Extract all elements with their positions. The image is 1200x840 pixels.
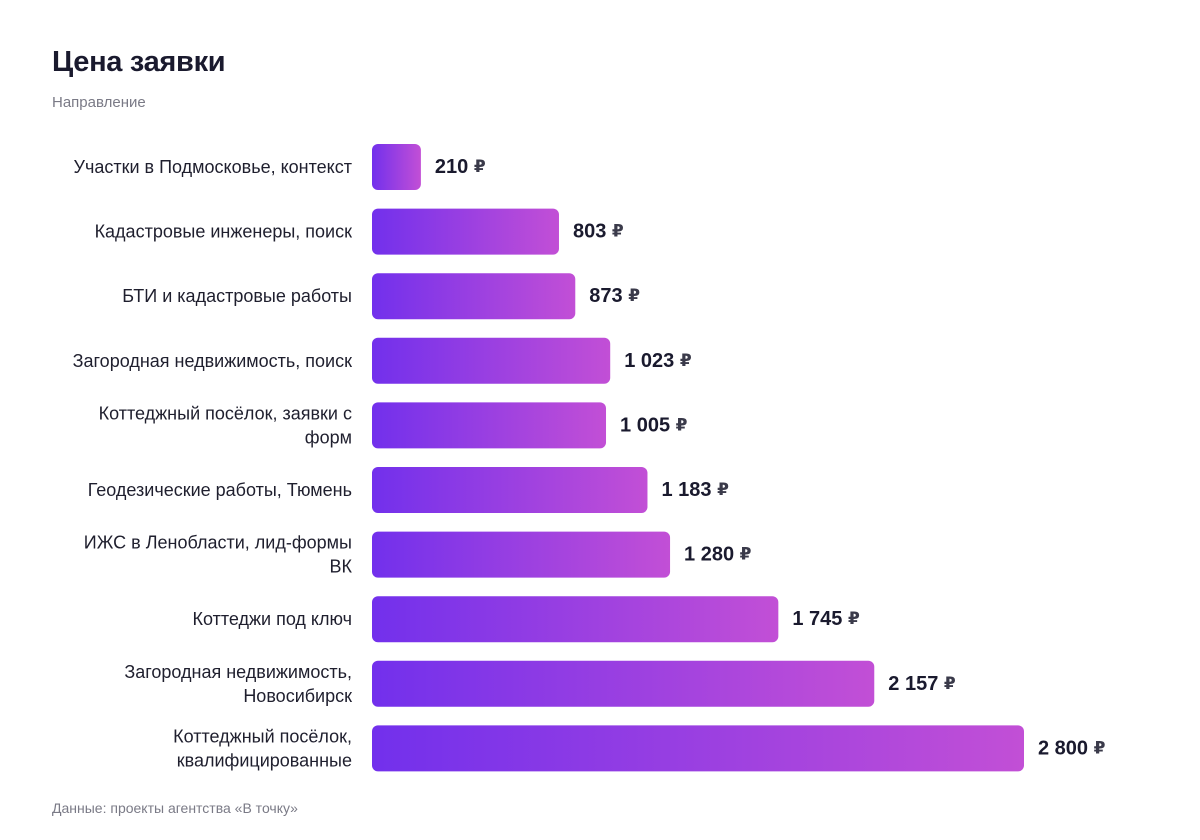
category-label: Коттеджный посёлок, заявки с форм <box>99 403 352 447</box>
value-label: 1 745 ₽ <box>792 608 860 630</box>
category-label: Кадастровые инженеры, поиск <box>95 222 353 242</box>
value-label: 1 183 ₽ <box>661 479 729 501</box>
bar-row: Кадастровые инженеры, поиск 803 ₽ <box>95 208 624 255</box>
bar-row: БТИ и кадастровые работы 873 ₽ <box>122 273 640 320</box>
bar <box>372 725 1024 772</box>
value-label: 2 157 ₽ <box>888 673 956 695</box>
value-label: 1 023 ₽ <box>624 350 692 372</box>
category-label: ИЖС в Ленобласти, лид-формы ВК <box>84 533 353 577</box>
bars-layer: Участки в Подмосковье, контекст 210 ₽ Када… <box>73 144 1106 772</box>
bar-row: Участки в Подмосковье, контекст 210 ₽ <box>74 144 486 190</box>
value-label: 2 800 ₽ <box>1038 737 1106 759</box>
chart-title: Цена заявки <box>52 46 226 78</box>
value-label: 1 280 ₽ <box>684 544 752 566</box>
bar-row: ИЖС в Ленобласти, лид-формы ВК 1 280 ₽ <box>84 531 752 578</box>
bar <box>372 273 576 320</box>
bar-row: Геодезические работы, Тюмень 1 183 ₽ <box>88 467 729 513</box>
category-label: БТИ и кадастровые работы <box>122 286 352 306</box>
chart-subtitle: Направление <box>52 94 146 111</box>
bar-row: Коттеджный посёлок, квалифицированные 2 80… <box>173 725 1106 772</box>
category-label: Коттеджи под ключ <box>192 609 352 629</box>
bar <box>372 467 648 513</box>
bar <box>372 596 779 643</box>
bar <box>372 208 559 255</box>
bar-row: Коттеджи под ключ 1 745 ₽ <box>192 596 860 643</box>
source-note: Данные: проекты агентства «В точку» <box>52 800 298 816</box>
bar-row: Коттеджный посёлок, заявки с форм 1 005 ₽ <box>99 402 688 449</box>
category-label: Загородная недвижимость, Новосибирск <box>124 662 352 706</box>
category-label: Коттеджный посёлок, квалифицированные <box>173 726 352 770</box>
bar <box>372 144 421 190</box>
category-label: Геодезические работы, Тюмень <box>88 480 352 500</box>
bar <box>372 337 611 384</box>
bar-row: Загородная недвижимость, Новосибирск 2 157… <box>124 660 956 707</box>
bar <box>372 531 671 578</box>
bar-row: Загородная недвижимость, поиск 1 023 ₽ <box>73 337 692 384</box>
value-label: 210 ₽ <box>435 156 486 178</box>
value-label: 1 005 ₽ <box>620 414 688 436</box>
category-label: Загородная недвижимость, поиск <box>73 351 352 371</box>
value-label: 873 ₽ <box>589 285 640 307</box>
bar <box>372 660 875 707</box>
category-label: Участки в Подмосковье, контекст <box>74 157 352 177</box>
bar <box>372 402 607 449</box>
value-label: 803 ₽ <box>573 221 624 243</box>
